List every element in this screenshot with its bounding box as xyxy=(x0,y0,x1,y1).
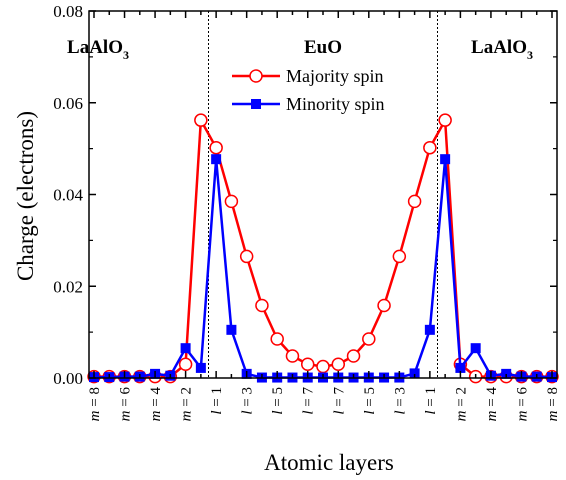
svg-text:LaAlO3: LaAlO3 xyxy=(471,37,533,62)
data-point-majority xyxy=(224,194,239,209)
legend-label-minority: Minority spin xyxy=(286,94,385,114)
data-point-majority xyxy=(285,349,300,363)
data-point-majority xyxy=(300,357,315,371)
data-point-majority xyxy=(438,113,452,127)
data-point-majority xyxy=(362,332,376,346)
data-point-minority xyxy=(470,343,481,354)
y-tick-label: 0.08 xyxy=(53,2,83,21)
data-point-majority xyxy=(392,249,407,264)
data-point-majority xyxy=(316,359,330,374)
region-label-center-main: EuO xyxy=(304,37,342,58)
data-point-minority xyxy=(424,324,435,335)
data-point-majority xyxy=(239,249,254,264)
data-point-majority xyxy=(331,357,346,371)
data-point-majority xyxy=(377,298,391,313)
region-label-center: EuO xyxy=(304,37,342,58)
data-point-majority xyxy=(255,298,269,313)
x-tick-label: l = 1 xyxy=(423,387,439,415)
legend: Majority spin Minority spin xyxy=(232,66,385,114)
legend-marker-majority xyxy=(249,69,263,83)
data-point-minority xyxy=(211,154,222,165)
x-tick-label: m = 4 xyxy=(148,387,164,422)
x-tick-label: l = 7 xyxy=(331,387,347,415)
data-point-minority xyxy=(455,362,466,373)
legend-entry-majority: Majority spin xyxy=(232,66,384,86)
x-axis-title: Atomic layers xyxy=(264,450,394,475)
data-point-minority xyxy=(501,368,512,379)
region-dividers xyxy=(208,11,438,378)
region-label-left: LaAlO3 xyxy=(67,37,129,62)
x-tick-label: m = 6 xyxy=(118,387,134,422)
region-label-right-main: LaAlO xyxy=(471,37,527,58)
data-point-majority xyxy=(407,194,422,209)
x-tick-label: m = 6 xyxy=(514,387,530,422)
x-tick-label: l = 3 xyxy=(240,387,256,415)
x-tick-label: l = 1 xyxy=(209,387,225,415)
svg-text:LaAlO3: LaAlO3 xyxy=(67,37,129,62)
x-tick-label: m = 2 xyxy=(179,387,195,421)
x-tick-label: l = 7 xyxy=(301,387,317,415)
legend-marker-minority xyxy=(251,99,261,109)
x-axis: m = 8 m = 6 m = 4 m = 2 l = 1 l = 3 l = 5 l = 7… xyxy=(87,11,561,421)
x-tick-label: m = 8 xyxy=(545,387,561,421)
data-point-majority xyxy=(423,140,437,155)
data-point-minority xyxy=(440,154,451,165)
y-tick-label: 0.02 xyxy=(53,277,83,296)
region-label-right-sub: 3 xyxy=(527,48,533,62)
y-tick-label: 0.06 xyxy=(53,94,83,113)
data-point-majority xyxy=(194,113,208,127)
y-tick-label: 0.04 xyxy=(53,186,83,205)
series-minority xyxy=(89,154,557,383)
legend-label-majority: Majority spin xyxy=(286,66,384,86)
x-tick-label: m = 8 xyxy=(87,387,103,421)
legend-entry-minority: Minority spin xyxy=(232,94,385,114)
x-tick-label: l = 5 xyxy=(362,387,378,415)
data-point-majority xyxy=(209,140,223,155)
series-line xyxy=(94,157,553,379)
data-point-minority xyxy=(409,368,420,379)
series-line xyxy=(94,118,552,378)
region-label-left-sub: 3 xyxy=(123,48,129,62)
data-point-majority xyxy=(270,332,284,346)
data-point-majority xyxy=(178,357,193,371)
y-tick-label: 0.00 xyxy=(53,369,83,388)
x-tick-label: l = 5 xyxy=(270,387,286,415)
x-tick-label: m = 4 xyxy=(484,387,500,422)
data-point-minority xyxy=(195,362,206,373)
x-tick-label: l = 3 xyxy=(392,387,408,415)
region-label-left-main: LaAlO xyxy=(67,37,123,58)
data-point-majority xyxy=(346,349,361,363)
x-tick-label: m = 2 xyxy=(453,387,469,421)
region-label-right: LaAlO3 xyxy=(471,37,533,62)
series-majority xyxy=(87,113,559,384)
data-point-minority xyxy=(226,324,237,335)
y-axis-title: Charge (electrons) xyxy=(13,111,38,281)
y-axis: 0.00 0.02 0.04 0.06 0.08 xyxy=(53,2,557,388)
data-point-minority xyxy=(180,343,191,354)
series-group xyxy=(87,113,559,384)
